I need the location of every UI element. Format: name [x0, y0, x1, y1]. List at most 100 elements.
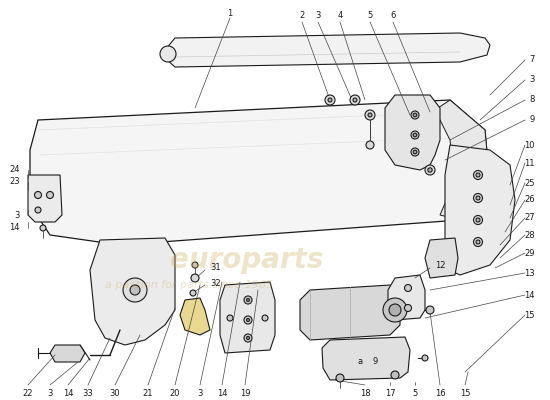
Text: 18: 18 [360, 388, 370, 398]
Text: 30: 30 [109, 388, 120, 398]
Polygon shape [165, 33, 490, 67]
Text: 15: 15 [460, 388, 470, 398]
Circle shape [389, 304, 401, 316]
Circle shape [476, 240, 480, 244]
Circle shape [365, 110, 375, 120]
Circle shape [411, 148, 419, 156]
Circle shape [404, 304, 411, 312]
Circle shape [191, 274, 199, 282]
Text: 8: 8 [530, 96, 535, 104]
Circle shape [192, 262, 198, 268]
Circle shape [474, 238, 482, 246]
Text: 10: 10 [525, 140, 535, 150]
Text: 32: 32 [210, 278, 221, 288]
Polygon shape [385, 95, 440, 170]
Circle shape [328, 98, 332, 102]
Circle shape [123, 278, 147, 302]
Text: 17: 17 [384, 388, 395, 398]
Circle shape [350, 95, 360, 105]
Text: 25: 25 [525, 178, 535, 188]
Text: 20: 20 [170, 388, 180, 398]
Circle shape [246, 336, 250, 340]
Text: 6: 6 [390, 12, 395, 20]
Circle shape [474, 194, 482, 202]
Text: 33: 33 [82, 388, 94, 398]
Text: 31: 31 [210, 264, 221, 272]
Polygon shape [435, 100, 490, 220]
Text: 7: 7 [530, 56, 535, 64]
Text: europarts: europarts [170, 246, 323, 274]
Polygon shape [50, 345, 85, 362]
Text: 9: 9 [372, 358, 378, 366]
Circle shape [262, 315, 268, 321]
Polygon shape [425, 238, 458, 278]
Circle shape [413, 113, 417, 117]
Circle shape [422, 355, 428, 361]
Text: a: a [358, 358, 362, 366]
Text: 29: 29 [525, 248, 535, 258]
Circle shape [476, 218, 480, 222]
Circle shape [35, 192, 41, 198]
Circle shape [244, 296, 252, 304]
Circle shape [336, 374, 344, 382]
Text: 15: 15 [525, 310, 535, 320]
Circle shape [476, 173, 480, 177]
Text: 9: 9 [530, 116, 535, 124]
Circle shape [474, 216, 482, 224]
Text: a passion for parts since 1965: a passion for parts since 1965 [105, 280, 273, 290]
Circle shape [35, 207, 41, 213]
Circle shape [413, 133, 417, 137]
Text: 13: 13 [524, 268, 535, 278]
Circle shape [246, 298, 250, 302]
Circle shape [425, 165, 435, 175]
Text: 19: 19 [240, 388, 250, 398]
Circle shape [474, 170, 482, 180]
Circle shape [244, 316, 252, 324]
Circle shape [160, 46, 176, 62]
Polygon shape [322, 337, 410, 380]
Circle shape [391, 371, 399, 379]
Polygon shape [300, 285, 400, 340]
Polygon shape [388, 275, 425, 320]
Text: 23: 23 [9, 178, 20, 186]
Text: 2: 2 [299, 12, 305, 20]
Circle shape [411, 131, 419, 139]
Text: 24: 24 [9, 166, 20, 174]
Text: 12: 12 [435, 260, 446, 270]
Circle shape [413, 150, 417, 154]
Circle shape [227, 315, 233, 321]
Circle shape [244, 334, 252, 342]
Text: 5: 5 [367, 12, 373, 20]
Text: 28: 28 [524, 230, 535, 240]
Text: 22: 22 [23, 388, 33, 398]
Text: 3: 3 [15, 210, 20, 220]
Text: 3: 3 [197, 388, 203, 398]
Polygon shape [445, 145, 515, 275]
Text: 14: 14 [217, 388, 227, 398]
Polygon shape [220, 282, 275, 353]
Text: 3: 3 [315, 12, 321, 20]
Text: 14: 14 [9, 224, 20, 232]
Text: 26: 26 [524, 196, 535, 204]
Circle shape [246, 318, 250, 322]
Polygon shape [180, 298, 210, 335]
Text: 14: 14 [525, 290, 535, 300]
Polygon shape [30, 100, 490, 245]
Text: 3: 3 [530, 76, 535, 84]
Text: 3: 3 [47, 388, 53, 398]
Text: 11: 11 [525, 158, 535, 168]
Polygon shape [90, 238, 175, 345]
Circle shape [325, 95, 335, 105]
Circle shape [476, 196, 480, 200]
Text: 16: 16 [434, 388, 446, 398]
Text: 14: 14 [63, 388, 73, 398]
Text: 1: 1 [227, 10, 233, 18]
Text: 5: 5 [412, 388, 417, 398]
Circle shape [130, 285, 140, 295]
Text: 21: 21 [143, 388, 153, 398]
Circle shape [411, 111, 419, 119]
Circle shape [366, 141, 374, 149]
Circle shape [404, 284, 411, 292]
Circle shape [428, 168, 432, 172]
Text: 4: 4 [337, 12, 343, 20]
